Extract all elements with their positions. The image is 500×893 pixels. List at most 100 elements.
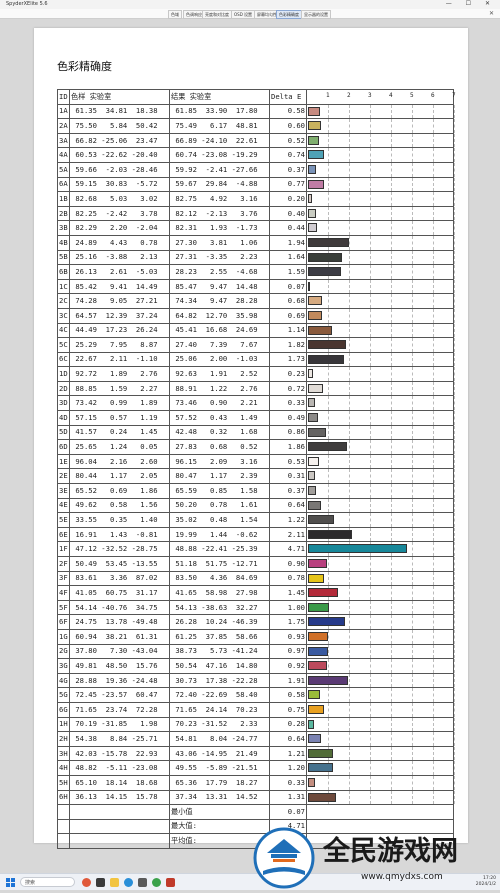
- table-row: 2G 37.80 7.30 -43.04 38.73 5.73 -41.24 0.…: [57, 643, 455, 660]
- tab-7[interactable]: 显示器的设置: [301, 10, 331, 19]
- delta-e-bar-cell: [306, 395, 455, 412]
- delta-e-bar-cell: [306, 483, 455, 499]
- tab-6[interactable]: 色彩精确度: [276, 10, 302, 19]
- taskbar-search[interactable]: 搜索: [20, 877, 75, 887]
- delta-e-bar-cell: [306, 556, 455, 572]
- delta-e-bar: [308, 354, 345, 364]
- gridline: [391, 148, 392, 162]
- delta-e-bar: [308, 179, 325, 189]
- row-id: 3E: [57, 483, 70, 499]
- app-icon[interactable]: [96, 878, 105, 887]
- gridline: [391, 440, 392, 454]
- gridline: [391, 600, 392, 615]
- tab-1[interactable]: 色域: [168, 10, 182, 19]
- gridline: [370, 162, 371, 177]
- row-id: 6H: [57, 789, 70, 806]
- gridline: [349, 702, 350, 717]
- delta-e-value: 0.77: [269, 176, 307, 193]
- delta-e-bar-cell: [306, 424, 455, 441]
- gridline: [412, 644, 413, 659]
- gridline: [349, 162, 350, 177]
- gridline: [370, 469, 371, 484]
- summary-label: 最小值: [169, 804, 270, 820]
- swatch-lab: 73.42 0.99 1.89: [69, 395, 170, 412]
- gridline: [349, 746, 350, 761]
- header-id: ID: [57, 89, 70, 105]
- gridline: [433, 338, 434, 352]
- swatch-lab: 80.44 1.17 2.05: [69, 468, 170, 485]
- watermark-name: 全民游戏网: [322, 835, 458, 867]
- row-id: 6F: [57, 614, 70, 630]
- gridline: [328, 396, 329, 411]
- swatch-lab: 47.12 -32.52 -28.75: [69, 541, 170, 557]
- row-id: 2A: [57, 118, 70, 134]
- gridline: [349, 411, 350, 425]
- gridline: [370, 571, 371, 586]
- delta-e-value: 0.86: [269, 424, 307, 441]
- swatch-lab: 75.50 5.84 50.42: [69, 118, 170, 134]
- window-controls[interactable]: — ☐ ✕: [445, 0, 496, 7]
- row-id: 5B: [57, 249, 70, 266]
- result-lab: 60.74 -23.08 -19.29: [169, 147, 270, 163]
- gridline: [454, 352, 455, 367]
- delta-e-bar-cell: [306, 526, 455, 543]
- gridline: [412, 177, 413, 192]
- gridline: [412, 600, 413, 615]
- delta-e-bar: [308, 500, 322, 510]
- result-lab: 72.40 -22.69 58.40: [169, 687, 270, 703]
- result-lab: 54.13 -38.63 32.27: [169, 599, 270, 616]
- gridline: [454, 323, 455, 338]
- gridline: [412, 761, 413, 775]
- table-row: 1F 47.12 -32.52 -28.75 48.88 -22.41 -25.…: [57, 541, 455, 557]
- gridline: [370, 717, 371, 732]
- chrome-icon[interactable]: [152, 878, 161, 887]
- result-lab: 73.46 0.90 2.21: [169, 395, 270, 412]
- result-lab: 64.82 12.70 35.98: [169, 307, 270, 324]
- delta-e-bar-cell: [306, 147, 455, 163]
- close-tab-icon[interactable]: ✕: [488, 10, 494, 17]
- row-id: 3A: [57, 132, 70, 149]
- gridline: [349, 717, 350, 732]
- table-row: 4A 60.53 -22.62 -20.40 60.74 -23.08 -19.…: [57, 147, 455, 163]
- delta-e-bar-cell: [306, 468, 455, 485]
- gridline: [370, 250, 371, 265]
- delta-e-bar: [308, 150, 324, 160]
- gridline: [433, 542, 434, 556]
- watermark-logo: 全民游戏网 www.qmydxs.com: [253, 827, 458, 889]
- report-title: 色彩精确度: [57, 60, 112, 73]
- gridline: [370, 746, 371, 761]
- gridline: [328, 381, 329, 396]
- gridline: [391, 396, 392, 411]
- gridline: [391, 352, 392, 367]
- tab-3[interactable]: 亮度和对比度: [202, 10, 232, 19]
- delta-e-bar: [308, 427, 327, 437]
- delta-e-bar: [308, 792, 336, 802]
- spyder-icon[interactable]: [166, 878, 175, 887]
- delta-e-bar-cell: [306, 760, 455, 776]
- gridline: [454, 746, 455, 761]
- store-icon[interactable]: [138, 878, 147, 887]
- gridline: [454, 148, 455, 162]
- result-lab: 74.34 9.47 28.28: [169, 293, 270, 309]
- result-lab: 82.12 -2.13 3.76: [169, 205, 270, 222]
- explorer-icon[interactable]: [110, 878, 119, 887]
- row-id: 2E: [57, 468, 70, 485]
- gridline: [454, 586, 455, 600]
- swatch-lab: 49.62 0.58 1.56: [69, 497, 170, 514]
- swatch-lab: 70.19 -31.85 1.98: [69, 716, 170, 733]
- gridline: [391, 206, 392, 221]
- browser-icon[interactable]: [82, 878, 91, 887]
- row-id: 5G: [57, 687, 70, 703]
- delta-e-bar: [308, 398, 315, 408]
- delta-axis: 1 2 3 4 5 6 7: [306, 89, 456, 105]
- result-lab: 65.36 17.79 18.27: [169, 774, 270, 791]
- start-icon[interactable]: [6, 878, 15, 887]
- delta-e-value: 1.82: [269, 337, 307, 353]
- row-id: 4E: [57, 497, 70, 514]
- delta-e-bar-cell: [306, 643, 455, 660]
- tab-4[interactable]: OSD 设置: [231, 10, 256, 19]
- gridline: [433, 571, 434, 586]
- gridline: [328, 454, 329, 469]
- gridline: [391, 513, 392, 527]
- edge-icon[interactable]: [124, 878, 133, 887]
